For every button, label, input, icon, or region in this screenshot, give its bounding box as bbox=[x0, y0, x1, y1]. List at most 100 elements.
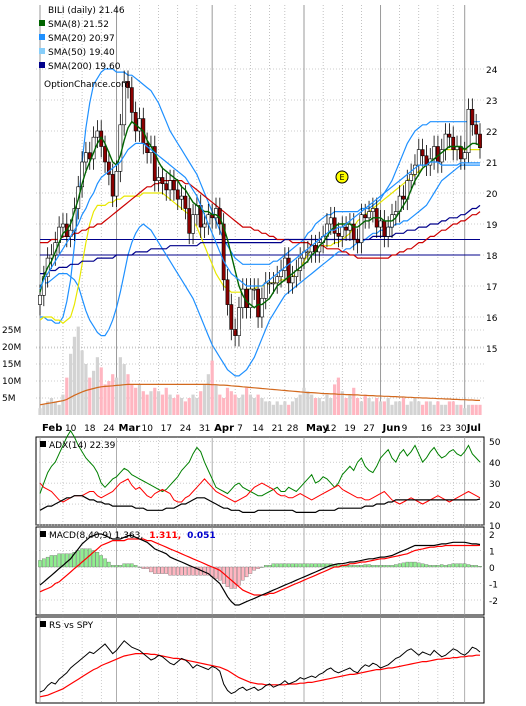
volume-bar bbox=[137, 384, 142, 415]
x-tick-label: 30 bbox=[455, 424, 467, 434]
x-tick-label: 31 bbox=[199, 424, 210, 434]
rs-ma-line bbox=[39, 653, 480, 698]
volume-bar bbox=[279, 404, 283, 415]
volume-bar bbox=[214, 384, 218, 415]
x-tick-label: Jul bbox=[466, 423, 481, 434]
macd-hist-bar bbox=[110, 565, 115, 568]
candle-body bbox=[137, 118, 142, 132]
volume-bar bbox=[134, 387, 138, 415]
volume-bar bbox=[103, 384, 107, 415]
volume-bar bbox=[88, 377, 92, 415]
macd-hist-bar bbox=[99, 555, 103, 568]
candle-body bbox=[470, 109, 475, 126]
macd-hist-bar bbox=[80, 548, 84, 568]
candle-body bbox=[478, 133, 482, 149]
volume-bar bbox=[367, 398, 371, 415]
volume-bar bbox=[333, 384, 337, 415]
volume-bar bbox=[164, 387, 168, 415]
candle-body bbox=[432, 146, 436, 160]
candle-body bbox=[340, 226, 345, 237]
volume-bar bbox=[287, 404, 291, 415]
candle-body bbox=[256, 288, 260, 318]
macd-signal-line bbox=[39, 538, 481, 596]
volume-bar bbox=[111, 374, 115, 415]
macd-y-ticks: 2 1 0 -1 -2 bbox=[489, 531, 498, 607]
macd-hist-bar bbox=[394, 564, 398, 568]
volume-bar bbox=[325, 394, 329, 415]
adx-y-tick: 10 bbox=[489, 522, 501, 532]
red-ma-line bbox=[40, 180, 481, 259]
macd-y-tick: 2 bbox=[489, 531, 495, 541]
volume-bar bbox=[233, 394, 237, 415]
candle-body bbox=[133, 112, 138, 132]
candle-body bbox=[275, 276, 280, 284]
volume-bar bbox=[375, 398, 379, 415]
macd-hist-bar bbox=[275, 563, 279, 568]
volume-bar bbox=[405, 404, 409, 415]
macd-hist-bar bbox=[53, 555, 58, 568]
candle-body bbox=[462, 152, 467, 160]
macd-hist-bar bbox=[133, 565, 138, 568]
macd-hist-bar bbox=[95, 552, 100, 568]
lower-band bbox=[39, 164, 480, 377]
candle-body bbox=[187, 208, 192, 234]
candle-body bbox=[267, 282, 272, 285]
volume-bar bbox=[302, 387, 306, 415]
legend-sma50: SMA(50) 19.40 bbox=[48, 48, 115, 58]
candle-body bbox=[351, 223, 356, 240]
x-tick-label: 16 bbox=[421, 424, 433, 434]
adx-frame bbox=[35, 436, 485, 526]
candle-body bbox=[164, 183, 169, 191]
volume-bar bbox=[176, 394, 180, 415]
candle-body bbox=[172, 180, 176, 191]
adx-panel: 50 40 30 20 10 ADX(14) 22.39 bbox=[35, 429, 501, 532]
candle-body bbox=[175, 189, 180, 200]
volume-bar bbox=[179, 398, 184, 415]
volume-bar bbox=[91, 370, 96, 415]
macd-hist-bar bbox=[179, 566, 184, 576]
candle-body bbox=[106, 161, 111, 175]
candle-body bbox=[298, 257, 303, 271]
macd-hist-bar bbox=[248, 566, 253, 574]
volume-bar bbox=[76, 326, 80, 415]
volume-bar bbox=[84, 364, 88, 415]
price-legend-title: BILI (daily) 21.46 bbox=[48, 6, 125, 16]
x-tick-label: Feb bbox=[42, 423, 62, 434]
x-tick-label: 14 bbox=[252, 424, 264, 434]
volume-bar bbox=[222, 398, 226, 415]
volume-bar bbox=[409, 401, 413, 415]
volume-bar bbox=[436, 401, 440, 415]
x-tick-label: 28 bbox=[287, 424, 299, 434]
macd-hist-bar bbox=[451, 563, 455, 568]
macd-hist-bar bbox=[191, 566, 195, 576]
macd-hist-bar bbox=[474, 565, 478, 568]
adx-y-tick: 30 bbox=[489, 480, 501, 490]
volume-bar bbox=[401, 398, 406, 415]
macd-legend: MACD(8,40,9) 1.363, 1.311, 0.051 bbox=[49, 531, 216, 541]
macd-hist-bar bbox=[413, 561, 417, 568]
macd-hist-bar bbox=[420, 563, 425, 568]
x-tick-label: 10 bbox=[65, 424, 77, 434]
x-tick-label: 19 bbox=[344, 424, 356, 434]
macd-hist-bar bbox=[355, 565, 360, 568]
macd-y-tick: 1 bbox=[489, 548, 495, 558]
volume-bar bbox=[153, 387, 157, 415]
candle-body bbox=[248, 288, 253, 309]
volume-bar bbox=[69, 353, 73, 415]
volume-bar bbox=[363, 394, 367, 415]
volume-bar bbox=[126, 374, 130, 415]
earnings-marker-label: E bbox=[339, 173, 344, 182]
macd-hist-bar bbox=[302, 563, 306, 568]
price-legend: BILI (daily) 21.46 SMA(8) 21.52 SMA(20) … bbox=[39, 6, 130, 90]
volume-bar bbox=[61, 394, 65, 415]
candle-body bbox=[122, 81, 127, 126]
volume-bars bbox=[38, 326, 482, 415]
macd-hist-bar bbox=[428, 565, 433, 568]
legend-swatch-sma20 bbox=[39, 34, 45, 40]
macd-hist-bar bbox=[470, 565, 475, 568]
candle-body bbox=[179, 195, 184, 200]
candle-body bbox=[370, 208, 375, 212]
macd-hist-bar bbox=[386, 565, 390, 568]
volume-ma bbox=[39, 383, 480, 406]
